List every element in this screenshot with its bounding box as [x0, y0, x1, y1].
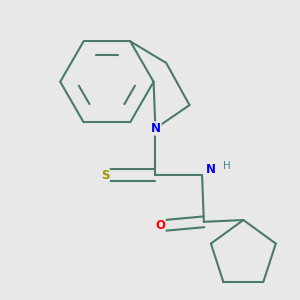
Text: H: H	[223, 161, 230, 171]
Text: N: N	[151, 122, 161, 135]
Text: O: O	[155, 219, 165, 232]
Text: S: S	[101, 169, 110, 182]
Text: N: N	[206, 163, 216, 176]
